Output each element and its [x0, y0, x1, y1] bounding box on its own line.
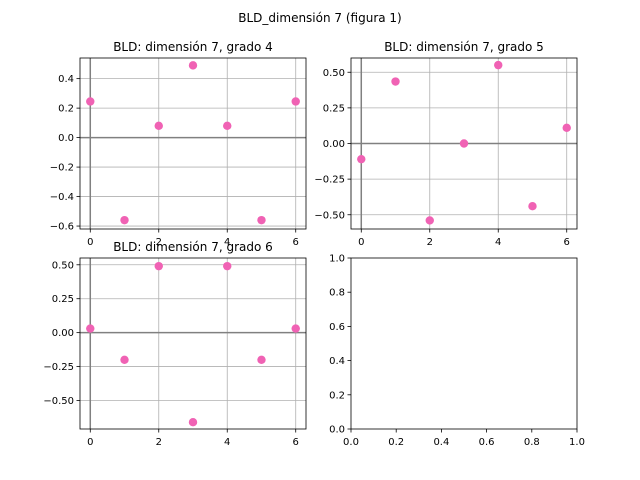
- y-tick-label: −0.2: [50, 163, 74, 174]
- y-tick-label: −0.50: [43, 396, 74, 407]
- axes-frame: [350, 257, 578, 430]
- subplot-2: 0 2 4 6 0.50 0.25 0.00 −0.25 −0.50 BLD: dimensión…: [314, 40, 578, 248]
- y-tick-label: −0.25: [314, 175, 345, 186]
- x-tick-label: 4: [224, 437, 230, 448]
- subplot-title: BLD: dimensión 7, grado 4: [113, 40, 273, 54]
- data-point: [188, 61, 198, 70]
- data-point: [257, 215, 266, 225]
- x-tick-label: 6: [293, 237, 299, 248]
- data-point: [391, 77, 400, 86]
- data-point: [562, 123, 571, 133]
- data-point: [528, 202, 537, 211]
- data-point: [120, 215, 129, 225]
- x-tick-label: 0: [87, 237, 93, 248]
- data-point: [357, 154, 366, 164]
- axes-frame: [79, 57, 307, 230]
- y-tick-label: 0.2: [329, 390, 345, 401]
- subplot-3: 0 2 4 6 0.50 0.25 0.00 −0.25 −0.50 BLD: dimensión…: [43, 240, 307, 448]
- x-tick-label: 0.2: [388, 437, 404, 448]
- data-point: [223, 261, 232, 271]
- y-tick-label: 0.6: [329, 322, 345, 333]
- y-tick-label: −0.50: [314, 210, 345, 221]
- data-point: [188, 418, 198, 427]
- y-tick-label: 0.50: [323, 68, 345, 79]
- y-tick-label: 0.0: [58, 133, 74, 144]
- data-point: [223, 121, 232, 131]
- data-point: [425, 216, 434, 225]
- y-tick-label: 0.00: [323, 139, 345, 150]
- x-tick-label: 6: [293, 437, 299, 448]
- data-point: [494, 60, 503, 70]
- y-tick-label: 0.25: [52, 294, 74, 305]
- y-tick-label: −0.4: [50, 192, 74, 203]
- x-tick-label: 0.0: [343, 437, 359, 448]
- data-point: [86, 324, 95, 333]
- x-tick-label: 2: [156, 237, 162, 248]
- figure-suptitle: BLD_dimensión 7 (figura 1): [238, 11, 401, 25]
- y-tick-label: −0.6: [50, 222, 74, 233]
- x-tick-label: 2: [427, 237, 433, 248]
- x-tick-label: 1.0: [569, 437, 585, 448]
- data-point: [86, 97, 95, 106]
- x-tick-label: 4: [495, 237, 501, 248]
- data-point: [154, 261, 163, 271]
- y-tick-label: 0.25: [323, 103, 345, 114]
- x-tick-label: 0: [87, 437, 93, 448]
- y-tick-label: 1.0: [329, 254, 345, 265]
- axes-frame: [79, 257, 307, 430]
- data-point: [459, 139, 469, 148]
- x-tick-label: 2: [156, 437, 162, 448]
- subplot-1: 0 2 4 6 0.4 0.2 0.0 −0.2 −0.4 −0.6 BLD: dimensión …: [50, 40, 307, 248]
- data-point: [154, 121, 163, 131]
- y-tick-label: 0.4: [58, 74, 74, 85]
- y-tick-label: 0.4: [329, 356, 345, 367]
- y-tick-label: −0.25: [43, 362, 74, 373]
- x-tick-label: 0.8: [524, 437, 540, 448]
- y-tick-label: 0.50: [52, 260, 74, 271]
- subplot-title: BLD: dimensión 7, grado 5: [384, 40, 544, 54]
- x-tick-label: 0.6: [479, 437, 495, 448]
- x-tick-label: 4: [224, 237, 230, 248]
- x-tick-label: 6: [564, 237, 570, 248]
- y-tick-label: 0.8: [329, 288, 345, 299]
- y-tick-label: 0.00: [52, 328, 74, 339]
- data-point: [291, 97, 300, 106]
- data-point: [257, 355, 266, 364]
- subplot-title: BLD: dimensión 7, grado 6: [113, 240, 273, 254]
- subplot-4: 0.0 0.2 0.4 0.6 0.8 1.0 0.0 0.2 0.4 0.6 0.8 1.0: [329, 254, 585, 449]
- data-point: [291, 324, 300, 333]
- x-tick-label: 0: [358, 237, 364, 248]
- x-tick-label: 0.4: [433, 437, 449, 448]
- data-point: [120, 355, 129, 364]
- y-tick-label: 0.0: [329, 425, 345, 436]
- y-tick-label: 0.2: [58, 104, 74, 115]
